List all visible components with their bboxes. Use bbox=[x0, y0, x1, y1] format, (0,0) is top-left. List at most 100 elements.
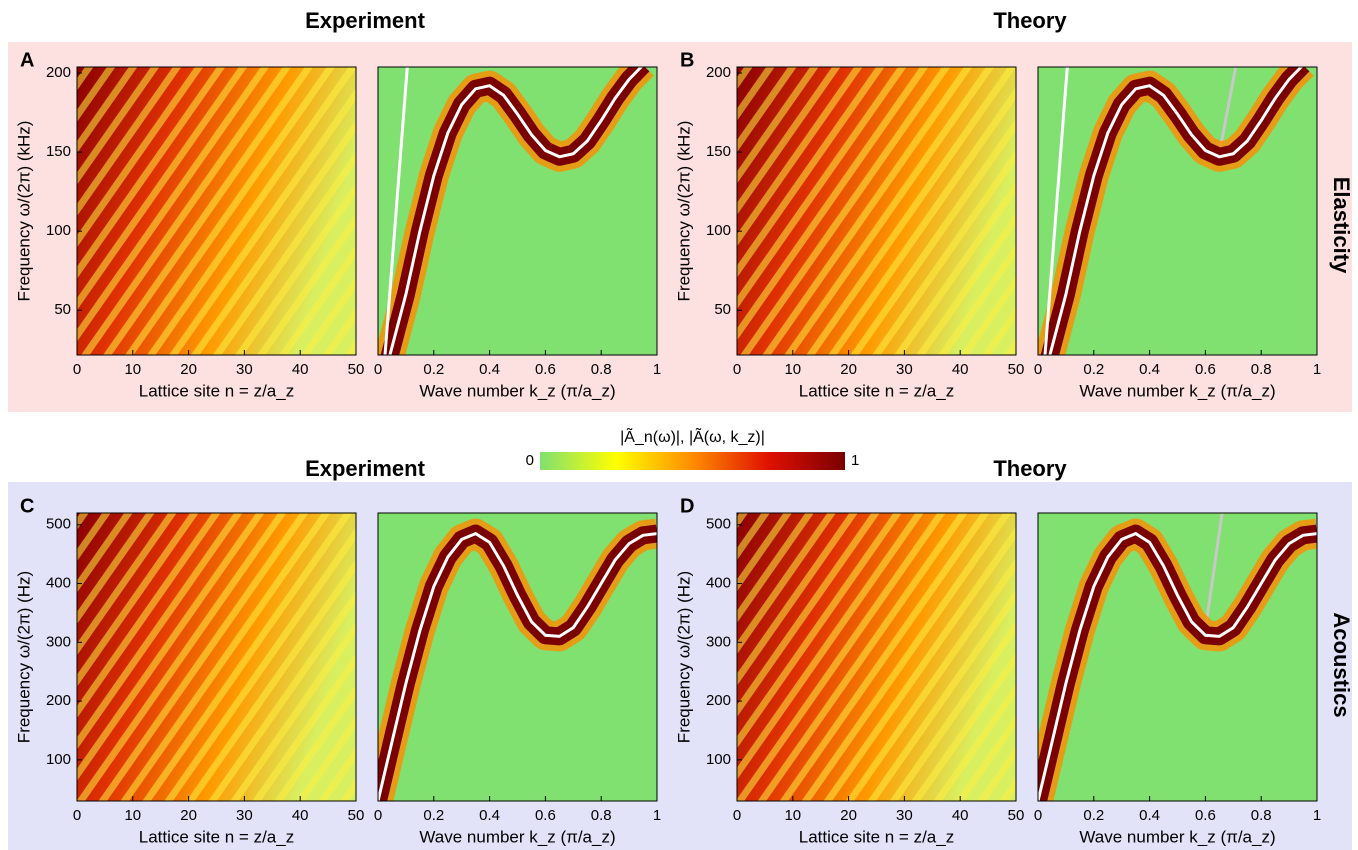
x-axis-label: Wave number k_z (π/a_z) bbox=[1079, 827, 1275, 846]
dispersion-curve bbox=[388, 67, 644, 355]
y-axis-label: Frequency ω/(2π) (kHz) bbox=[674, 121, 693, 302]
y-tick-label: 100 bbox=[706, 751, 731, 768]
x-tick-label: 50 bbox=[348, 361, 365, 378]
y-tick-label: 100 bbox=[706, 222, 731, 239]
x-axis-label: Lattice site n = z/a_z bbox=[139, 381, 294, 400]
x-tick-label: 0.6 bbox=[535, 361, 556, 378]
x-axis-label: Lattice site n = z/a_z bbox=[139, 827, 294, 846]
plot-frame bbox=[1037, 512, 1318, 802]
panel-letter: B bbox=[680, 49, 694, 71]
x-tick-label: 20 bbox=[180, 361, 197, 378]
x-tick-label: 1 bbox=[1313, 807, 1321, 824]
panel: 0 10 20 30 40 50 50 100 150 200 Lattice site n = z… bbox=[674, 49, 1024, 400]
plot-frame bbox=[76, 512, 357, 802]
plot-frame bbox=[76, 66, 357, 356]
panel: 0 0.2 0.4 0.6 0.8 1 Wave number k_z (π/a_z) bbox=[374, 66, 661, 400]
row-label: Acoustics bbox=[1329, 612, 1354, 717]
x-tick-label: 0.4 bbox=[479, 361, 500, 378]
y-tick-label: 150 bbox=[706, 143, 731, 160]
y-tick-label: 300 bbox=[46, 633, 71, 650]
x-tick-label: 0 bbox=[733, 807, 741, 824]
colorbar-tick-label: 0 bbox=[526, 452, 534, 469]
y-axis-label: Frequency ω/(2π) (Hz) bbox=[14, 571, 33, 743]
plot-frame bbox=[736, 512, 1017, 802]
panel: 0 10 20 30 40 50 100 200 300 400 500 Lattice site n… bbox=[674, 495, 1024, 846]
x-tick-label: 10 bbox=[784, 807, 801, 824]
dispersion-curve bbox=[378, 531, 657, 801]
y-tick-label: 200 bbox=[706, 692, 731, 709]
plot-frame bbox=[736, 66, 1017, 356]
column-title: Theory bbox=[993, 8, 1067, 33]
x-tick-label: 0.8 bbox=[591, 807, 612, 824]
x-tick-label: 30 bbox=[236, 807, 253, 824]
y-tick-label: 200 bbox=[706, 64, 731, 81]
x-tick-label: 1 bbox=[1313, 361, 1321, 378]
heatmap-fringes bbox=[737, 67, 1016, 355]
plot-frame bbox=[377, 512, 658, 802]
y-tick-label: 100 bbox=[46, 751, 71, 768]
panel: 0 10 20 30 40 50 100 200 300 400 500 Lattice site n… bbox=[14, 495, 364, 846]
x-tick-label: 0.2 bbox=[423, 361, 444, 378]
row-label: Elasticity bbox=[1329, 177, 1354, 274]
x-tick-label: 0.2 bbox=[423, 807, 444, 824]
y-tick-label: 300 bbox=[706, 633, 731, 650]
panel: 0 0.2 0.4 0.6 0.8 1 Wave number k_z (π/a_z) bbox=[1034, 512, 1321, 846]
x-axis-label: Wave number k_z (π/a_z) bbox=[1079, 381, 1275, 400]
x-tick-label: 40 bbox=[292, 361, 309, 378]
colorbar-tick-label: 1 bbox=[851, 452, 859, 469]
panel: 0 0.2 0.4 0.6 0.8 1 Wave number k_z (π/a_z) bbox=[1034, 66, 1321, 400]
heatmap-fringes bbox=[737, 513, 1016, 801]
x-tick-label: 0.4 bbox=[1139, 807, 1160, 824]
panel-letter: A bbox=[20, 49, 34, 71]
dispersion-curve bbox=[1043, 67, 1069, 355]
column-title: Theory bbox=[993, 456, 1067, 481]
panel: 0 0.2 0.4 0.6 0.8 1 Wave number k_z (π/a_z) bbox=[374, 512, 661, 846]
x-tick-label: 0 bbox=[73, 807, 81, 824]
y-tick-label: 200 bbox=[46, 64, 71, 81]
x-tick-label: 0.2 bbox=[1083, 807, 1104, 824]
x-tick-label: 30 bbox=[896, 361, 913, 378]
curves bbox=[1038, 513, 1317, 801]
x-tick-label: 30 bbox=[896, 807, 913, 824]
x-tick-label: 0.6 bbox=[1195, 361, 1216, 378]
dispersion-curve bbox=[383, 67, 409, 355]
x-axis-label: Wave number k_z (π/a_z) bbox=[419, 827, 615, 846]
x-tick-label: 0.8 bbox=[1251, 361, 1272, 378]
plot-frame bbox=[377, 66, 658, 356]
x-tick-label: 20 bbox=[180, 807, 197, 824]
x-tick-label: 10 bbox=[124, 807, 141, 824]
x-tick-label: 0 bbox=[374, 361, 382, 378]
x-tick-label: 0.4 bbox=[479, 807, 500, 824]
y-tick-label: 500 bbox=[46, 516, 71, 533]
x-tick-label: 0.8 bbox=[1251, 807, 1272, 824]
heatmap-fringes bbox=[77, 67, 356, 355]
x-tick-label: 0.6 bbox=[1195, 807, 1216, 824]
x-axis-label: Lattice site n = z/a_z bbox=[799, 827, 954, 846]
curves bbox=[378, 67, 654, 355]
x-tick-label: 0 bbox=[733, 361, 741, 378]
x-tick-label: 0 bbox=[1034, 361, 1042, 378]
column-title: Experiment bbox=[305, 456, 425, 481]
y-tick-label: 50 bbox=[54, 301, 71, 318]
dispersion-curve bbox=[1048, 67, 1304, 355]
x-tick-label: 0.6 bbox=[535, 807, 556, 824]
x-tick-label: 50 bbox=[1008, 361, 1025, 378]
x-tick-label: 20 bbox=[840, 361, 857, 378]
x-axis-label: Wave number k_z (π/a_z) bbox=[419, 381, 615, 400]
x-tick-label: 0.2 bbox=[1083, 361, 1104, 378]
y-tick-label: 150 bbox=[46, 143, 71, 160]
x-tick-label: 0 bbox=[73, 361, 81, 378]
x-tick-label: 30 bbox=[236, 361, 253, 378]
column-title: Experiment bbox=[305, 8, 425, 33]
heatmap-fringes bbox=[77, 513, 356, 801]
colorbar bbox=[540, 452, 845, 470]
x-tick-label: 1 bbox=[653, 361, 661, 378]
x-tick-label: 10 bbox=[784, 361, 801, 378]
panel-letter: D bbox=[680, 495, 694, 517]
x-tick-label: 0.4 bbox=[1139, 361, 1160, 378]
y-tick-label: 400 bbox=[706, 574, 731, 591]
y-tick-label: 50 bbox=[714, 301, 731, 318]
x-axis-label: Lattice site n = z/a_z bbox=[799, 381, 954, 400]
